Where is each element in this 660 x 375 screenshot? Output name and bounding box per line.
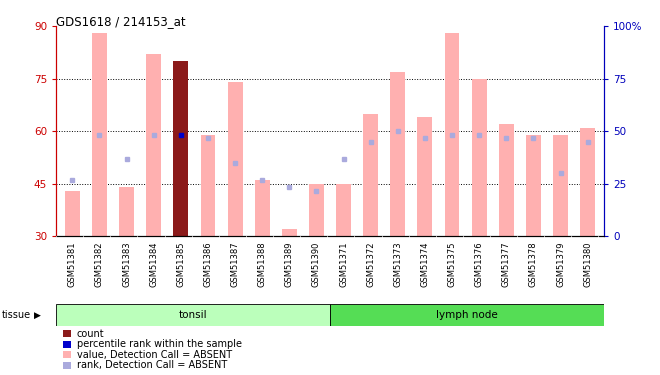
Bar [228, 82, 242, 236]
Bar [282, 229, 297, 236]
Bar [580, 128, 595, 236]
Text: GSM51387: GSM51387 [230, 242, 240, 287]
Text: GSM51388: GSM51388 [257, 242, 267, 287]
Text: GSM51371: GSM51371 [339, 242, 348, 287]
Text: count: count [77, 329, 104, 339]
Bar [201, 135, 215, 236]
Bar [472, 79, 486, 236]
Text: GSM51375: GSM51375 [447, 242, 457, 287]
Text: GSM51374: GSM51374 [420, 242, 430, 287]
Bar [390, 72, 405, 236]
Text: lymph node: lymph node [436, 310, 498, 320]
Bar [119, 187, 134, 236]
Bar [56, 304, 330, 326]
Text: tonsil: tonsil [179, 310, 207, 320]
Text: GSM51382: GSM51382 [95, 242, 104, 287]
Text: GSM51373: GSM51373 [393, 242, 403, 287]
Text: GSM51377: GSM51377 [502, 242, 511, 287]
Text: GSM51383: GSM51383 [122, 242, 131, 287]
Text: tissue: tissue [2, 310, 31, 320]
Text: GSM51386: GSM51386 [203, 242, 213, 287]
Bar [553, 135, 568, 236]
Bar [309, 184, 324, 236]
Text: GSM51384: GSM51384 [149, 242, 158, 287]
Text: GSM51378: GSM51378 [529, 242, 538, 287]
Text: rank, Detection Call = ABSENT: rank, Detection Call = ABSENT [77, 360, 227, 370]
Bar [363, 114, 378, 236]
Text: GSM51389: GSM51389 [285, 242, 294, 287]
Bar [147, 54, 161, 236]
Bar [336, 184, 351, 236]
Text: GSM51376: GSM51376 [475, 242, 484, 287]
Bar [65, 191, 80, 236]
Text: ▶: ▶ [34, 310, 41, 320]
Bar [499, 124, 513, 236]
Text: value, Detection Call = ABSENT: value, Detection Call = ABSENT [77, 350, 232, 360]
Text: GSM51372: GSM51372 [366, 242, 375, 287]
Bar [255, 180, 270, 236]
Text: GSM51381: GSM51381 [68, 242, 77, 287]
Text: percentile rank within the sample: percentile rank within the sample [77, 339, 242, 349]
Bar [445, 33, 459, 236]
Bar [418, 117, 432, 236]
Text: GSM51379: GSM51379 [556, 242, 565, 287]
Text: GSM51385: GSM51385 [176, 242, 185, 287]
Bar [526, 135, 541, 236]
Bar [174, 61, 188, 236]
Bar [92, 33, 107, 236]
Text: GSM51380: GSM51380 [583, 242, 592, 287]
Text: GDS1618 / 214153_at: GDS1618 / 214153_at [56, 15, 185, 28]
Bar [330, 304, 604, 326]
Text: GSM51390: GSM51390 [312, 242, 321, 287]
